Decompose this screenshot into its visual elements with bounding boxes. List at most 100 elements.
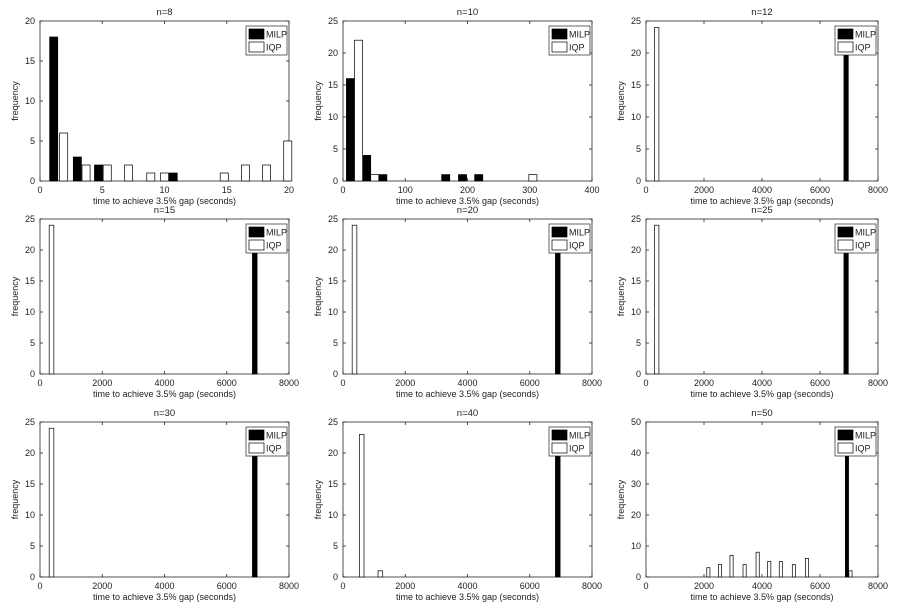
y-axis-label: frequency (313, 81, 323, 121)
x-axis-label: time to achieve 3.5% gap (seconds) (396, 592, 539, 602)
y-tick-label: 25 (25, 214, 35, 224)
bar-iqp (654, 224, 660, 375)
x-tick-label: 6000 (217, 378, 237, 388)
legend-label-milp: MILP (855, 30, 876, 40)
y-axis-label: frequency (616, 276, 626, 316)
x-axis-label: time to achieve 3.5% gap (seconds) (690, 389, 833, 399)
bar-iqp (767, 561, 772, 578)
y-tick-label: 25 (328, 214, 338, 224)
y-tick-label: 0 (30, 176, 35, 186)
y-tick-label: 30 (631, 479, 641, 489)
legend-label-iqp: IQP (266, 444, 282, 454)
chart-title: n=50 (751, 408, 772, 419)
bar-iqp (146, 172, 156, 182)
bar-iqp (351, 224, 358, 375)
y-tick-label: 5 (333, 338, 338, 348)
bar-milp (458, 174, 467, 182)
y-tick-label: 10 (328, 112, 338, 122)
bar-iqp (718, 564, 722, 578)
x-tick-label: 0 (37, 581, 42, 591)
x-tick-label: 2000 (92, 581, 112, 591)
legend: MILP IQP (548, 223, 591, 254)
legend-swatch-iqp (248, 442, 265, 454)
y-tick-label: 50 (631, 417, 641, 427)
bar-iqp (241, 164, 250, 182)
y-tick-label: 5 (30, 541, 35, 551)
legend: MILP IQP (548, 426, 591, 457)
legend: MILP IQP (245, 25, 288, 56)
bar-iqp (805, 558, 809, 578)
legend-label-milp: MILP (266, 228, 287, 238)
y-tick-label: 25 (25, 417, 35, 427)
bar-iqp (778, 561, 783, 578)
bar-iqp (755, 551, 760, 578)
y-tick-label: 15 (25, 276, 35, 286)
bar-iqp (654, 27, 660, 182)
y-tick-label: 40 (631, 448, 641, 458)
x-tick-label: 15 (222, 185, 232, 195)
y-tick-label: 20 (25, 245, 35, 255)
x-tick-label: 8000 (868, 378, 888, 388)
x-tick-label: 4000 (752, 581, 772, 591)
chart-panel-n=50: 0 2000 4000 6000 8000 0 10 20 30 40 50 n=50 time to … (616, 408, 888, 602)
y-axis-label: frequency (616, 479, 626, 519)
y-tick-label: 0 (636, 369, 641, 379)
y-tick-label: 0 (636, 176, 641, 186)
chart-title: n=20 (457, 205, 478, 216)
x-axis-label: time to achieve 3.5% gap (seconds) (93, 592, 236, 602)
x-tick-label: 100 (398, 185, 413, 195)
y-axis-label: frequency (313, 276, 323, 316)
legend-swatch-iqp (837, 239, 854, 251)
x-tick-label: 20 (284, 185, 294, 195)
bar-iqp (354, 39, 363, 182)
y-tick-label: 15 (631, 80, 641, 90)
legend-label-iqp: IQP (569, 43, 585, 53)
y-tick-label: 20 (25, 16, 35, 26)
bar-iqp (377, 570, 384, 578)
x-tick-label: 0 (643, 185, 648, 195)
y-tick-label: 10 (25, 510, 35, 520)
y-tick-label: 5 (333, 144, 338, 154)
x-tick-label: 6000 (520, 378, 540, 388)
y-axis-label: frequency (10, 81, 20, 121)
bar-milp (362, 155, 372, 182)
x-tick-label: 2000 (395, 378, 415, 388)
x-tick-label: 4000 (457, 378, 477, 388)
y-tick-label: 10 (631, 112, 641, 122)
x-tick-label: 300 (522, 185, 537, 195)
legend-swatch-iqp (248, 239, 265, 251)
bar-iqp (742, 564, 747, 578)
bar-iqp (160, 172, 169, 182)
legend: MILP IQP (834, 426, 877, 457)
x-tick-label: 200 (460, 185, 475, 195)
x-tick-label: 0 (37, 185, 42, 195)
y-tick-label: 20 (328, 448, 338, 458)
y-tick-label: 5 (636, 338, 641, 348)
x-tick-label: 2000 (694, 185, 714, 195)
bar-milp (72, 156, 82, 182)
bar-iqp (848, 570, 853, 578)
bar-iqp (358, 434, 365, 578)
x-tick-label: 5 (100, 185, 105, 195)
y-tick-label: 25 (631, 214, 641, 224)
y-tick-label: 0 (30, 369, 35, 379)
chart-panel-n=8: 0 5 10 15 20 0 5 10 15 20 n=8 time to achieve 3.5% … (10, 7, 294, 206)
y-tick-label: 10 (25, 96, 35, 106)
bar-milp (168, 172, 178, 182)
x-axis-label: time to achieve 3.5% gap (seconds) (396, 196, 539, 206)
bar-iqp (48, 427, 55, 578)
chart-title: n=30 (154, 408, 175, 419)
bar-milp (49, 36, 59, 182)
legend-label-milp: MILP (266, 30, 287, 40)
legend-label-milp: MILP (569, 228, 590, 238)
x-tick-label: 8000 (582, 378, 602, 388)
x-tick-label: 6000 (810, 185, 830, 195)
x-tick-label: 6000 (810, 581, 830, 591)
x-tick-label: 0 (643, 378, 648, 388)
x-tick-label: 6000 (520, 581, 540, 591)
x-axis-label: time to achieve 3.5% gap (seconds) (690, 592, 833, 602)
x-tick-label: 6000 (217, 581, 237, 591)
legend-swatch-milp (551, 226, 568, 238)
y-tick-label: 15 (328, 479, 338, 489)
y-tick-label: 20 (25, 448, 35, 458)
